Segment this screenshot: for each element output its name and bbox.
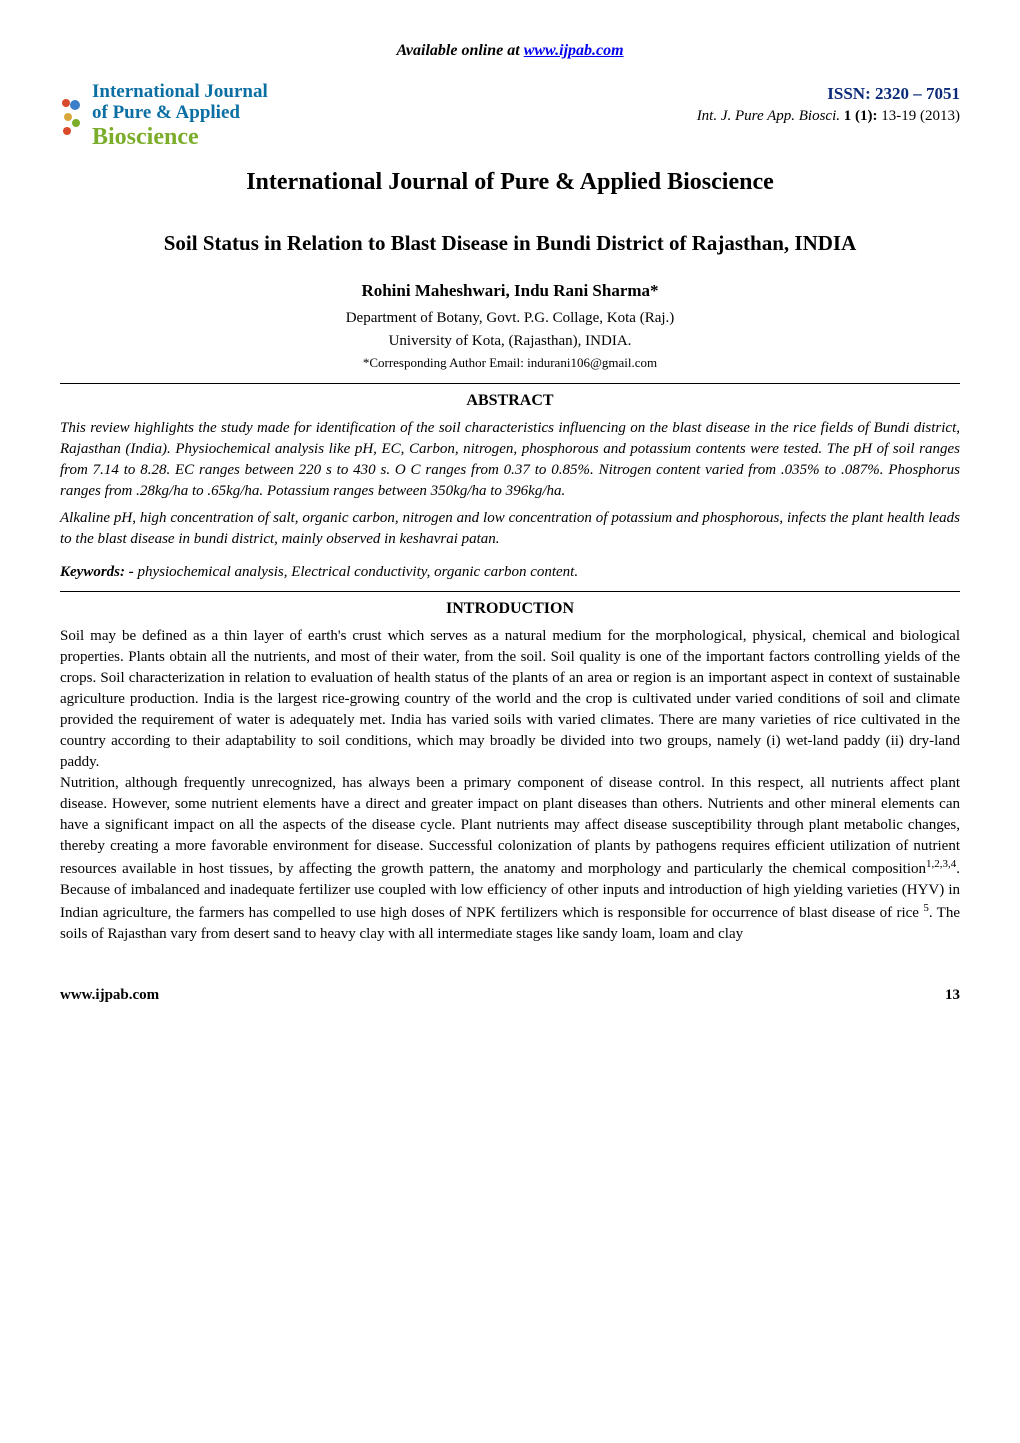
affiliation-2: University of Kota, (Rajasthan), INDIA. — [60, 331, 960, 352]
abstract-heading: ABSTRACT — [60, 390, 960, 412]
logo-bullets-icon — [60, 93, 82, 139]
intro-p2a: Nutrition, although frequently unrecogni… — [60, 775, 960, 877]
page-footer: www.ijpab.com 13 — [60, 985, 960, 1006]
available-online: Available online at www.ijpab.com — [60, 40, 960, 62]
keywords-label: Keywords: - — [60, 564, 138, 580]
logo-text: International Journal of Pure & Applied … — [92, 82, 268, 150]
keywords: Keywords: - physiochemical analysis, Ele… — [60, 562, 960, 583]
journal-logo: International Journal of Pure & Applied … — [60, 82, 268, 150]
logo-line1: International Journal — [92, 82, 268, 103]
citation: Int. J. Pure App. Biosci. 1 (1): 13-19 (… — [697, 106, 960, 127]
intro-p2: Nutrition, although frequently unrecogni… — [60, 773, 960, 945]
available-prefix: Available online at — [396, 42, 523, 59]
authors: Rohini Maheshwari, Indu Rani Sharma* — [60, 279, 960, 303]
paper-title: Soil Status in Relation to Blast Disease… — [60, 229, 960, 258]
issn-label: ISSN: 2320 – 7051 — [697, 82, 960, 106]
abstract-p1: This review highlights the study made fo… — [60, 418, 960, 502]
keywords-text: physiochemical analysis, Electrical cond… — [138, 564, 579, 580]
corresponding-author: *Corresponding Author Email: indurani106… — [60, 354, 960, 372]
affiliation-1: Department of Botany, Govt. P.G. Collage… — [60, 308, 960, 329]
top-row: International Journal of Pure & Applied … — [60, 82, 960, 150]
citation-sup-1: 1,2,3,4 — [926, 858, 956, 870]
logo-line3: Bioscience — [92, 124, 268, 150]
footer-page-number: 13 — [945, 985, 960, 1006]
issn-block: ISSN: 2320 – 7051 Int. J. Pure App. Bios… — [697, 82, 960, 127]
intro-p1: Soil may be defined as a thin layer of e… — [60, 626, 960, 773]
footer-site: www.ijpab.com — [60, 985, 159, 1006]
citation-journal: Int. J. Pure App. Biosci. — [697, 108, 840, 124]
abstract-p2: Alkaline pH, high concentration of salt,… — [60, 508, 960, 550]
abstract-body: This review highlights the study made fo… — [60, 418, 960, 550]
journal-url-link[interactable]: www.ijpab.com — [524, 42, 624, 59]
introduction-heading: INTRODUCTION — [60, 598, 960, 620]
journal-title: International Journal of Pure & Applied … — [60, 166, 960, 200]
introduction-body: Soil may be defined as a thin layer of e… — [60, 626, 960, 945]
divider — [60, 383, 960, 384]
logo-line2: of Pure & Applied — [92, 103, 268, 124]
divider — [60, 591, 960, 592]
citation-vol: 1 (1): — [840, 108, 878, 124]
citation-pages: 13-19 (2013) — [878, 108, 961, 124]
